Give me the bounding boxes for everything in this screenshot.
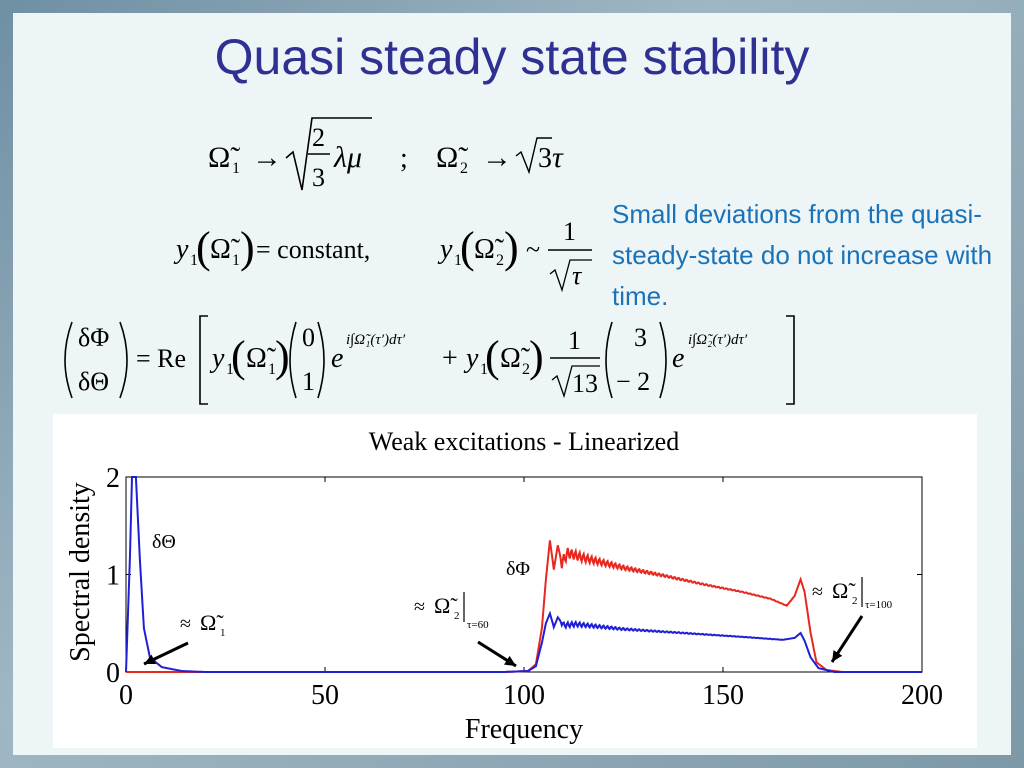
tau-1: τ: [552, 141, 564, 174]
series-layer: [125, 476, 922, 673]
x-tick-label: 100: [503, 680, 545, 711]
omega2-annotation-b-sub: 2: [852, 595, 858, 607]
paren-close-b: ): [504, 223, 519, 272]
paren-open-d: (: [485, 332, 500, 381]
vec1-paren-open: [289, 321, 297, 399]
lhs-paren-close: [119, 321, 128, 399]
lhs-paren-open: [64, 321, 73, 399]
sqrt-sign-3: [549, 259, 592, 293]
lambda-mu: λμ: [333, 141, 362, 174]
chart-title: Weak excitations - Linearized: [369, 427, 679, 456]
chart-panel: [53, 414, 977, 748]
equals-constant: = constant,: [256, 235, 370, 264]
omega1-b-sub: 1: [232, 252, 240, 269]
series-line-delta-theta: [125, 476, 922, 673]
label-delta-phi: δΦ: [506, 558, 530, 580]
approx-sign-1: ≈: [180, 613, 191, 635]
y1-b-sub: 1: [454, 252, 462, 269]
y1-d: y: [463, 343, 479, 374]
vec2-paren-open: [605, 321, 613, 399]
arrow-1: →: [252, 141, 282, 174]
slide-note: Small deviations from the quasi-steady-s…: [612, 199, 993, 311]
delta-phi-lhs: δΦ: [78, 323, 109, 352]
exponent-1: i∫Ω̃₁(τ′)dτ′: [346, 332, 406, 348]
frac-one-b: 1: [568, 326, 581, 355]
x-tick-label: 150: [702, 680, 744, 711]
paren-close-c: ): [275, 332, 290, 381]
paren-open-a: (: [196, 223, 211, 272]
slide-title: Quasi steady state stability: [214, 29, 810, 85]
omega1-annotation-sub: 1: [220, 627, 226, 639]
y1-c-sub: 1: [226, 361, 234, 378]
exp-base-1: e: [331, 343, 343, 374]
sqrt-3: 3: [538, 143, 552, 174]
tau100-label: τ=100: [865, 599, 893, 611]
y1-a-sub: 1: [190, 252, 198, 269]
x-axis-label: Frequency: [465, 714, 583, 745]
approx-sign-2: ≈: [414, 596, 425, 618]
label-delta-theta: δΘ: [152, 531, 176, 553]
paren-close-d: ): [529, 332, 544, 381]
paren-open-b: (: [460, 223, 475, 272]
equals-re: = Re: [136, 344, 186, 373]
axis-ticks: 0 50 100 150 200 0 1 2: [106, 463, 943, 711]
exponent-2: i∫Ω̃₂(τ′)dτ′: [688, 332, 748, 348]
vec2-paren-close: [659, 321, 667, 399]
paren-close-a: ): [240, 223, 255, 272]
y-axis-label: Spectral density: [65, 482, 96, 662]
sqrt-13: 13: [572, 369, 598, 398]
omega2-d-sub: 2: [522, 361, 530, 378]
vec1-bottom: 1: [302, 367, 315, 396]
vec1-top: 0: [302, 323, 315, 352]
omega2-subscript: 2: [460, 160, 468, 177]
x-tick-label: 50: [311, 680, 339, 711]
y-tick-label: 0: [106, 658, 120, 689]
delta-theta-lhs: δΘ: [78, 367, 109, 396]
y-tick-label: 1: [106, 561, 120, 592]
plus-sign: +: [442, 343, 458, 374]
frac-den-3: 3: [312, 163, 325, 192]
arrow-2: →: [482, 141, 512, 174]
frac-num-2: 2: [312, 123, 325, 152]
vec2-bottom: − 2: [616, 367, 650, 396]
exp-base-2: e: [672, 343, 684, 374]
omega2-annotation-a-sub: 2: [454, 610, 460, 622]
vec1-paren-close: [317, 321, 325, 399]
tau60-label: τ=60: [467, 619, 489, 631]
omega1-subscript: 1: [232, 160, 240, 177]
omega2-b-sub: 2: [496, 252, 504, 269]
bracket-open: [199, 315, 208, 405]
paren-open-c: (: [231, 332, 246, 381]
frac-one-a: 1: [563, 217, 576, 246]
arrow-omega1-head: [144, 654, 156, 665]
bracket-close: [786, 315, 795, 405]
approx-sign-3: ≈: [812, 581, 823, 603]
x-tick-label: 200: [901, 680, 943, 711]
tau-2: τ: [572, 261, 583, 290]
y1-a: y: [173, 234, 189, 265]
x-tick-label: 0: [119, 680, 133, 711]
sqrt-sign-1: [285, 117, 372, 191]
sqrt-sign-4: [551, 365, 600, 399]
omega1-c-sub: 1: [268, 361, 276, 378]
y1-c: y: [209, 343, 225, 374]
separator: ;: [400, 143, 408, 174]
arrow-omega2-tau60-head: [504, 655, 516, 666]
y-tick-label: 2: [106, 463, 120, 494]
sqrt-sign-2: [515, 137, 552, 175]
sim-sign: ~: [526, 235, 540, 264]
vec2-top: 3: [634, 323, 647, 352]
arrow-omega2-tau100-head: [832, 650, 843, 662]
y1-d-sub: 1: [480, 361, 488, 378]
y1-b: y: [437, 234, 453, 265]
